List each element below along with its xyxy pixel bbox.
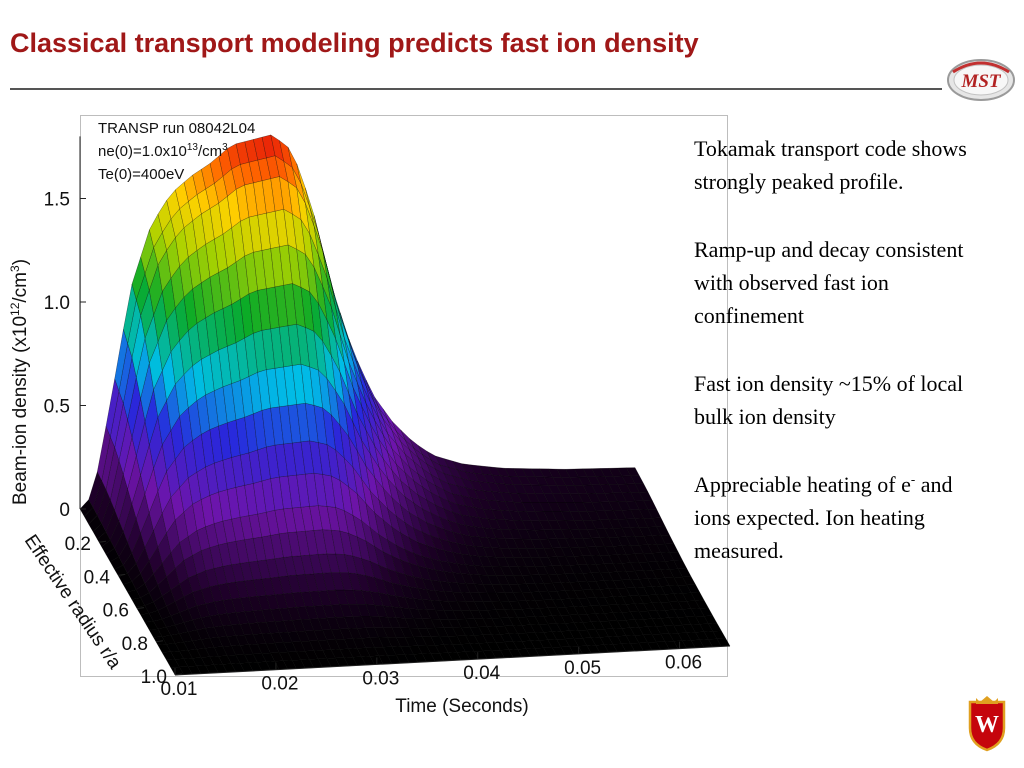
surface-cell [625, 467, 640, 477]
y-tick [136, 607, 145, 610]
x-tick-label: 0.04 [463, 663, 500, 684]
x-tick-label: 0.01 [161, 679, 198, 700]
bullet-list: Tokamak transport code shows strongly pe… [694, 132, 994, 602]
y-tick-label: 0.6 [103, 601, 129, 622]
axes: 0 0.5 1.0 1.5 0.01 0.02 0.03 0.04 0.05 0.06 0.2 0.4… [44, 136, 731, 700]
x-tick-label: 0.02 [261, 674, 298, 695]
surface-plot [79, 134, 731, 676]
z-tick-label: 0 [59, 500, 70, 521]
bullet-text: Tokamak transport code shows strongly pe… [694, 136, 967, 194]
bullet-item: Appreciable heating of e- and ions expec… [694, 468, 994, 567]
y-tick-label: 0.4 [84, 567, 111, 588]
z-tick-label: 0.5 [44, 397, 70, 418]
y-tick [117, 573, 126, 576]
x-tick-label: 0.06 [665, 653, 702, 674]
bullet-item: Ramp-up and decay consistent with observ… [694, 233, 994, 332]
y-tick-label: 1.0 [141, 667, 167, 688]
z-tick-label: 1.5 [44, 190, 70, 211]
y-tick [174, 673, 183, 676]
annotation-line-2: ne(0)=1.0x1013/cm3 [98, 142, 228, 160]
x-tick-label: 0.03 [362, 668, 399, 689]
bullet-text: Ramp-up and decay consistent with observ… [694, 237, 964, 328]
title-divider [10, 88, 942, 90]
annotation-ne-unit: /cm [198, 143, 222, 160]
annotation-ne: ne(0)=1.0x10 [98, 143, 187, 160]
z-tick-label: 1.0 [44, 293, 70, 314]
bullet-item: Tokamak transport code shows strongly pe… [694, 132, 994, 198]
slide-title: Classical transport modeling predicts fa… [10, 28, 699, 58]
y-tick [155, 640, 164, 643]
z-axis-label: Beam-ion density (x1012/cm3) [8, 259, 31, 505]
x-axis-label: Time (Seconds) [395, 696, 528, 717]
uw-crest-letter: W [975, 712, 999, 738]
bullet-text: Appreciable heating of e- and ions expec… [694, 471, 953, 563]
uw-crest-icon: W [968, 696, 1006, 752]
y-tick-label: 0.2 [65, 534, 91, 555]
mst-logo-text: MST [960, 71, 1001, 92]
x-axis-line [174, 645, 731, 676]
y-tick-label: 0.8 [122, 634, 148, 655]
y-tick [98, 540, 107, 543]
bullet-text: Fast ion density ~15% of local bulk ion … [694, 371, 964, 429]
mst-logo: MST [947, 59, 1015, 101]
annotation-ne-unit-exp: 3 [222, 142, 228, 153]
annotation-line-3: Te(0)=400eV [98, 166, 184, 183]
annotation-ne-exp: 13 [187, 142, 199, 153]
x-tick-label: 0.05 [564, 658, 601, 679]
bullet-item: Fast ion density ~15% of local bulk ion … [694, 367, 994, 433]
annotation-line-1: TRANSP run 08042L04 [98, 120, 255, 137]
